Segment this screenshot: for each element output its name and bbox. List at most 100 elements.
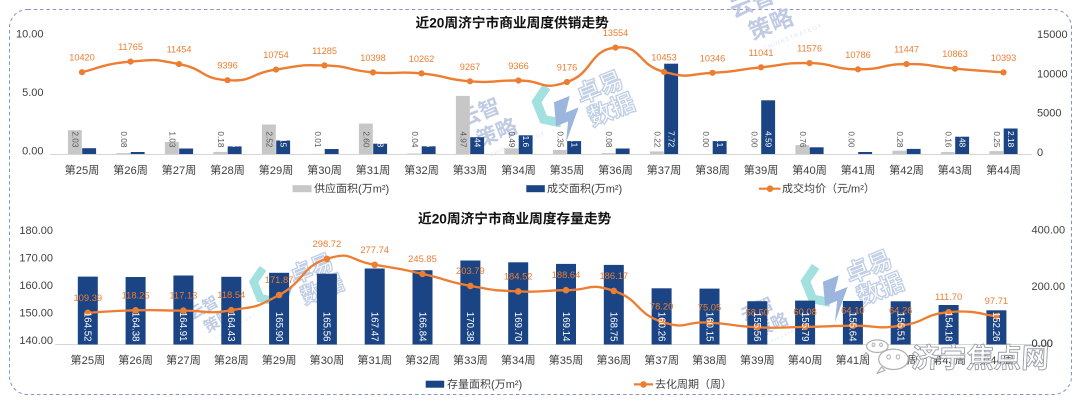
svg-text:(: ( (591, 183, 595, 195)
svg-text:152.26: 152.26 (990, 312, 1001, 342)
svg-text:200.00: 200.00 (1032, 281, 1066, 293)
svg-text:0.57: 0.57 (812, 131, 822, 148)
svg-text:31: 31 (369, 355, 381, 367)
svg-text:78.20: 78.20 (650, 301, 673, 312)
svg-text:245.85: 245.85 (408, 253, 437, 264)
svg-text:1.1: 1.1 (569, 136, 579, 148)
svg-text:277.74: 277.74 (360, 244, 389, 255)
svg-text:11454: 11454 (167, 45, 192, 55)
svg-text:m²): m²) (606, 183, 623, 195)
svg-text:4.59: 4.59 (763, 131, 773, 148)
svg-text:32: 32 (415, 165, 427, 177)
svg-text:0.17: 0.17 (860, 131, 870, 148)
svg-text:0.49: 0.49 (507, 131, 517, 148)
svg-text:10863: 10863 (942, 49, 968, 59)
svg-text:111.70: 111.70 (935, 291, 962, 302)
svg-text:0.18: 0.18 (216, 131, 226, 148)
svg-text:m²): m²) (506, 379, 523, 391)
svg-text:1.15: 1.15 (278, 131, 288, 148)
svg-text:0: 0 (1037, 147, 1043, 159)
svg-text:m²): m²) (373, 183, 390, 195)
svg-text:155.56: 155.56 (751, 312, 762, 342)
svg-text:1.6: 1.6 (521, 136, 531, 148)
svg-text:165.90: 165.90 (273, 312, 284, 342)
svg-text:39: 39 (751, 355, 763, 367)
svg-text:13554: 13554 (603, 28, 629, 38)
svg-text:160.15: 160.15 (703, 312, 714, 342)
svg-text:109.39: 109.39 (73, 292, 102, 303)
svg-text:10393: 10393 (991, 53, 1017, 63)
svg-text:170.38: 170.38 (464, 312, 475, 342)
svg-text:0.47: 0.47 (618, 131, 628, 148)
svg-text:0.17: 0.17 (133, 131, 143, 148)
svg-text:10398: 10398 (360, 53, 386, 63)
svg-text:28: 28 (225, 355, 237, 367)
svg-text:32: 32 (416, 355, 428, 367)
svg-text:7.72: 7.72 (666, 131, 676, 148)
svg-text:0.00: 0.00 (1032, 338, 1053, 350)
svg-text:10453: 10453 (651, 52, 677, 62)
svg-text:26: 26 (124, 165, 136, 177)
svg-text:9366: 9366 (508, 61, 528, 71)
svg-text:0.16: 0.16 (943, 131, 953, 148)
svg-text:26: 26 (129, 355, 141, 367)
svg-text:9176: 9176 (557, 63, 577, 73)
svg-text:298.72: 298.72 (313, 238, 342, 249)
svg-text:10000: 10000 (1037, 68, 1068, 80)
svg-text:2.03: 2.03 (70, 131, 80, 148)
svg-text:44: 44 (997, 165, 1009, 177)
svg-text:180.00: 180.00 (19, 225, 53, 237)
svg-text:118.54: 118.54 (217, 289, 245, 300)
svg-text:36: 36 (609, 165, 621, 177)
svg-text:0.00: 0.00 (22, 146, 43, 158)
svg-text:(: ( (358, 183, 362, 195)
svg-text:160.00: 160.00 (19, 280, 53, 292)
svg-text:167.47: 167.47 (368, 312, 379, 342)
svg-text:40: 40 (799, 355, 811, 367)
svg-text:0.88: 0.88 (375, 131, 385, 148)
svg-text:166.84: 166.84 (416, 312, 427, 342)
svg-text:29: 29 (270, 165, 282, 177)
svg-text:0.28: 0.28 (895, 131, 905, 148)
svg-text:155.51: 155.51 (894, 312, 905, 342)
svg-text:11447: 11447 (894, 45, 919, 55)
svg-text:160.26: 160.26 (655, 312, 666, 342)
svg-text:36: 36 (608, 355, 620, 367)
svg-text:97.71: 97.71 (985, 295, 1008, 306)
svg-text:60.08: 60.08 (793, 306, 816, 317)
svg-text:169.14: 169.14 (560, 312, 571, 342)
svg-text:0.00: 0.00 (846, 131, 856, 148)
svg-text:164.38: 164.38 (129, 312, 140, 342)
svg-text:203.79: 203.79 (456, 265, 485, 276)
svg-text:188.64: 188.64 (552, 269, 581, 280)
svg-text:0.22: 0.22 (652, 131, 662, 148)
svg-text:0.35: 0.35 (555, 131, 565, 148)
svg-text:0.50: 0.50 (84, 131, 94, 148)
svg-text:25: 25 (76, 165, 88, 177)
svg-text:154.18: 154.18 (942, 312, 953, 342)
svg-text:64.26: 64.26 (889, 305, 912, 316)
svg-text:0.08: 0.08 (604, 131, 614, 148)
svg-text:20: 20 (429, 16, 445, 31)
svg-text:9267: 9267 (460, 62, 480, 72)
svg-text:0.44: 0.44 (909, 131, 919, 148)
svg-text:171.87: 171.87 (265, 274, 294, 285)
svg-text:400.00: 400.00 (1032, 225, 1066, 237)
svg-text:58.50: 58.50 (746, 306, 769, 317)
svg-text:27: 27 (173, 165, 185, 177)
svg-text:25: 25 (82, 355, 94, 367)
svg-text:0.25: 0.25 (992, 131, 1002, 148)
svg-text:0.76: 0.76 (798, 131, 808, 148)
svg-text:11285: 11285 (312, 46, 337, 56)
svg-text:169.70: 169.70 (512, 312, 523, 342)
svg-text:38: 38 (703, 355, 715, 367)
svg-text:64.10: 64.10 (841, 305, 864, 316)
svg-text:30: 30 (318, 165, 330, 177)
svg-text:35: 35 (561, 165, 573, 177)
svg-text:34: 34 (512, 355, 524, 367)
svg-text:0.01: 0.01 (313, 131, 323, 148)
svg-text:0.00: 0.00 (701, 131, 711, 148)
svg-text:41: 41 (847, 355, 859, 367)
svg-text:1.44: 1.44 (472, 131, 482, 148)
svg-text:0.66: 0.66 (424, 131, 434, 148)
